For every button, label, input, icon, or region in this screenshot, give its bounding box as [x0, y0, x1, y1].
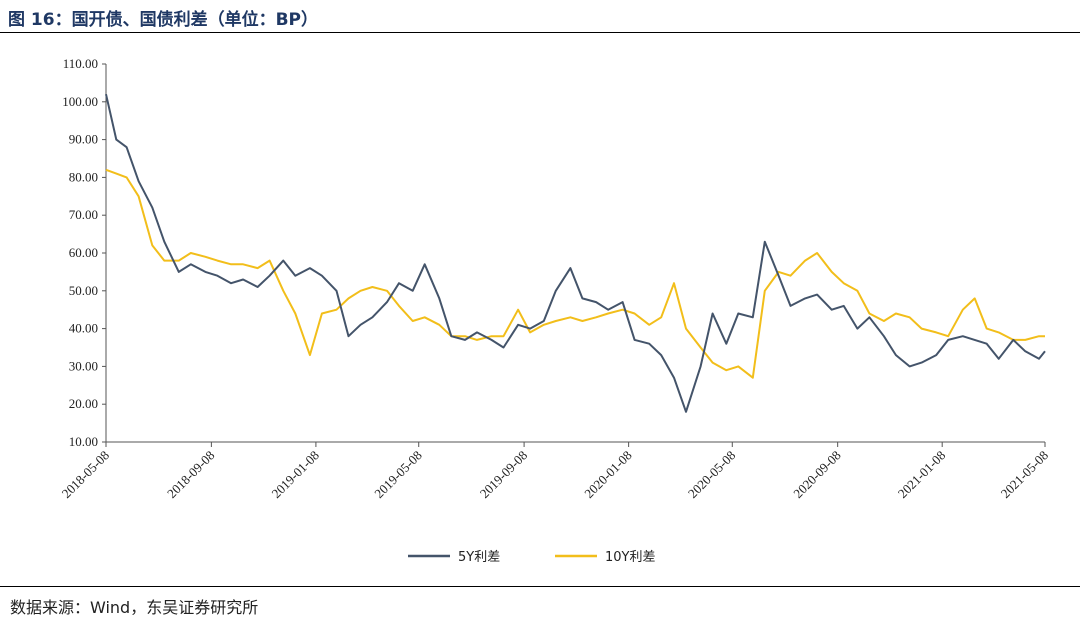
y-axis: 110.00 100.00 90.00 80.00 70.00 60.00 50.00 40.…: [62, 56, 107, 449]
y-tick-label: 20.00: [69, 396, 98, 411]
legend: 5Y利差 10Y利差: [408, 550, 655, 565]
x-tick-label: 2021-01-08: [895, 448, 949, 502]
x-axis: 2018-05-08 2018-09-08 2019-01-08 2019-05-08…: [59, 441, 1052, 502]
spread-line-chart: 110.00 100.00 90.00 80.00 70.00 60.00 50.00 40.…: [59, 56, 1052, 565]
source-rule: [0, 586, 1080, 587]
x-tick-label: 2020-01-08: [581, 448, 635, 502]
x-tick-label: 2020-09-08: [790, 448, 844, 502]
y-tick-label: 90.00: [69, 132, 98, 147]
series-layer: [105, 93, 1046, 413]
legend-label-5y: 5Y利差: [458, 550, 500, 565]
data-source: 数据来源：Wind，东吴证券研究所: [10, 598, 259, 617]
y-tick-label: 70.00: [69, 207, 98, 222]
figure-title: 图 16：国开债、国债利差（单位：BP）: [8, 10, 318, 30]
y-tick-label: 10.00: [69, 434, 98, 449]
x-tick-label: 2018-09-08: [164, 448, 218, 502]
y-tick-label: 30.00: [69, 358, 98, 373]
y-tick-label: 60.00: [69, 245, 98, 260]
x-tick-label: 2019-09-08: [477, 448, 531, 502]
x-tick-label: 2018-05-08: [59, 448, 113, 502]
x-tick-label: 2020-05-08: [685, 448, 739, 502]
y-tick-label: 100.00: [62, 94, 98, 109]
y-tick-label: 50.00: [69, 283, 98, 298]
y-tick-label: 80.00: [69, 169, 98, 184]
series-line-5y: [105, 93, 1046, 413]
title-rule: [0, 32, 1080, 33]
x-tick-label: 2019-01-08: [269, 448, 323, 502]
y-tick-label: 40.00: [69, 321, 98, 336]
legend-label-10y: 10Y利差: [605, 550, 655, 565]
y-tick-label: 110.00: [63, 56, 98, 71]
series-line-10y: [105, 168, 1045, 379]
x-tick-label: 2021-05-08: [998, 448, 1052, 502]
x-tick-label: 2019-05-08: [371, 448, 425, 502]
